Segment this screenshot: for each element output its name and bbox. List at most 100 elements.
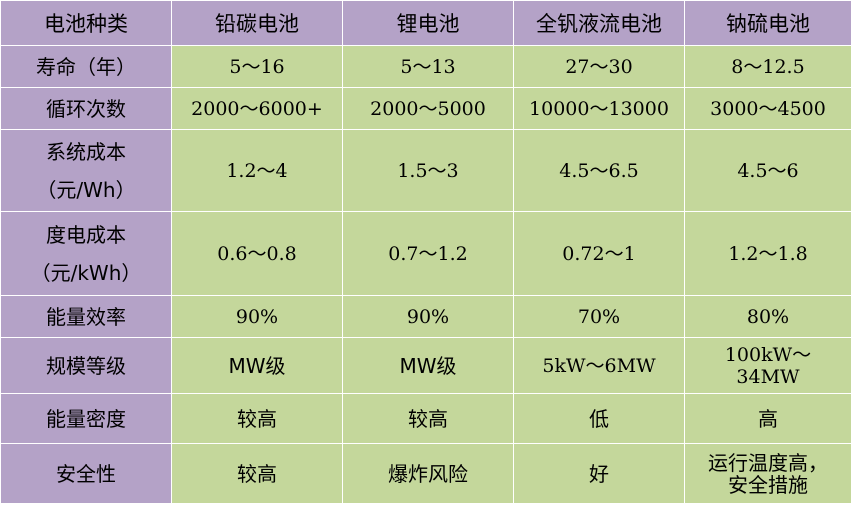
cell-text: 4.5～6 <box>737 159 799 182</box>
cell-text: 5～16 <box>229 55 285 78</box>
cell-text: 70% <box>577 305 621 328</box>
table-body: 寿命（年） 5～16 5～13 27～30 8～12.5 循环次数 2000～6000+ 20… <box>0 45 852 504</box>
table-cell[interactable]: 70% <box>513 295 685 338</box>
cell-text: 0.6～0.8 <box>217 242 297 265</box>
table-cell[interactable]: MW级 <box>171 337 343 394</box>
table-cell[interactable]: 8～12.5 <box>684 45 852 88</box>
cell-text: 5～13 <box>400 55 456 78</box>
table-cell[interactable]: 较高 <box>171 393 343 444</box>
cell-text: MW级 <box>399 353 457 378</box>
cell-text: MW级 <box>228 353 286 378</box>
cell-text: 34MW <box>736 365 800 388</box>
row-label-cell[interactable]: 度电成本 （元/kWh） <box>0 211 172 296</box>
table-cell[interactable]: 4.5～6 <box>684 129 852 212</box>
cell-text: 较高 <box>237 461 277 486</box>
table-row: 度电成本 （元/kWh） 0.6～0.8 0.7～1.2 0.72～1 1.2～1.8 <box>0 211 852 296</box>
table-cell[interactable]: 90% <box>171 295 343 338</box>
header-cell-lithium[interactable]: 锂电池 <box>342 0 514 46</box>
cell-text: 27～30 <box>565 55 633 78</box>
row-label-text: 能量效率 <box>46 304 126 329</box>
table-cell[interactable]: 80% <box>684 295 852 338</box>
cell-text: 低 <box>589 406 609 431</box>
table-cell[interactable]: 27～30 <box>513 45 685 88</box>
table-row: 寿命（年） 5～16 5～13 27～30 8～12.5 <box>0 45 852 88</box>
battery-comparison-table: 电池种类 铅碳电池 锂电池 全钒液流电池 钠硫电池 寿命（年） 5～16 5～13 2… <box>0 0 852 504</box>
cell-text: 100kW～ <box>724 343 812 366</box>
table-cell[interactable]: 90% <box>342 295 514 338</box>
table-cell[interactable]: 0.7～1.2 <box>342 211 514 296</box>
table-cell[interactable]: 爆炸风险 <box>342 443 514 504</box>
table-cell[interactable]: 3000～4500 <box>684 87 852 130</box>
table-row: 循环次数 2000～6000+ 2000～5000 10000～13000 3000～4… <box>0 87 852 130</box>
row-label-cell[interactable]: 系统成本 （元/Wh） <box>0 129 172 212</box>
cell-text: 90% <box>235 305 279 328</box>
table-cell[interactable]: 4.5～6.5 <box>513 129 685 212</box>
cell-text: 较高 <box>237 406 277 431</box>
cell-text: 3000～4500 <box>710 97 826 120</box>
row-label-text: 寿命（年） <box>36 54 136 79</box>
cell-text: 0.72～1 <box>562 242 636 265</box>
table-cell[interactable]: 5～13 <box>342 45 514 88</box>
table-cell[interactable]: 2000～5000 <box>342 87 514 130</box>
cell-text: 8～12.5 <box>731 55 805 78</box>
cell-text: 运行温度高， <box>708 450 828 475</box>
cell-text: 0.7～1.2 <box>388 242 468 265</box>
table-cell[interactable]: 运行温度高， 安全措施 <box>684 443 852 504</box>
row-label-text: 系统成本 <box>46 139 126 164</box>
table-cell[interactable]: 1.5～3 <box>342 129 514 212</box>
cell-text: 1.2～4 <box>226 159 288 182</box>
table-row: 系统成本 （元/Wh） 1.2～4 1.5～3 4.5～6.5 4.5～6 <box>0 129 852 212</box>
header-cell-category[interactable]: 电池种类 <box>0 0 172 46</box>
header-cell-vanadium-flow[interactable]: 全钒液流电池 <box>513 0 685 46</box>
table-cell[interactable]: 10000～13000 <box>513 87 685 130</box>
table-cell[interactable]: 高 <box>684 393 852 444</box>
cell-text: 5kW～6MW <box>542 354 656 377</box>
row-label-text: 安全性 <box>56 461 116 486</box>
row-label-text: 规模等级 <box>46 353 126 378</box>
table-cell[interactable]: 较高 <box>342 393 514 444</box>
cell-text: 较高 <box>408 406 448 431</box>
row-label-text: 循环次数 <box>46 96 126 121</box>
table-cell[interactable]: 1.2～4 <box>171 129 343 212</box>
table-row: 能量密度 较高 较高 低 高 <box>0 393 852 444</box>
cell-text: 安全措施 <box>728 472 808 497</box>
cell-text: 4.5～6.5 <box>559 159 639 182</box>
header-cell-lead-carbon[interactable]: 铅碳电池 <box>171 0 343 46</box>
row-label-text: （元/kWh） <box>30 260 142 285</box>
row-label-cell[interactable]: 能量密度 <box>0 393 172 444</box>
table-cell[interactable]: 1.2～1.8 <box>684 211 852 296</box>
row-label-cell[interactable]: 寿命（年） <box>0 45 172 88</box>
cell-text: 2000～5000 <box>370 97 486 120</box>
row-label-cell[interactable]: 规模等级 <box>0 337 172 394</box>
cell-text: 90% <box>406 305 450 328</box>
table-row: 规模等级 MW级 MW级 5kW～6MW 100kW～ 34MW <box>0 337 852 394</box>
cell-text: 1.2～1.8 <box>728 242 808 265</box>
table-cell[interactable]: MW级 <box>342 337 514 394</box>
row-label-text: （元/Wh） <box>36 177 136 202</box>
header-row: 电池种类 铅碳电池 锂电池 全钒液流电池 钠硫电池 <box>0 0 852 46</box>
table-row: 安全性 较高 爆炸风险 好 运行温度高， 安全措施 <box>0 443 852 504</box>
cell-text: 10000～13000 <box>529 97 669 120</box>
row-label-text: 度电成本 <box>46 222 126 247</box>
table-cell[interactable]: 0.72～1 <box>513 211 685 296</box>
cell-text: 高 <box>758 406 778 431</box>
table-cell[interactable]: 2000～6000+ <box>171 87 343 130</box>
table-cell[interactable]: 100kW～ 34MW <box>684 337 852 394</box>
row-label-cell[interactable]: 能量效率 <box>0 295 172 338</box>
table-cell[interactable]: 好 <box>513 443 685 504</box>
header-cell-sodium-sulfur[interactable]: 钠硫电池 <box>684 0 852 46</box>
row-label-cell[interactable]: 安全性 <box>0 443 172 504</box>
table-cell[interactable]: 5～16 <box>171 45 343 88</box>
row-label-text: 能量密度 <box>46 406 126 431</box>
sheet-bottom-edge <box>0 513 853 519</box>
table-cell[interactable]: 0.6～0.8 <box>171 211 343 296</box>
cell-text: 爆炸风险 <box>388 461 468 486</box>
table-cell[interactable]: 较高 <box>171 443 343 504</box>
table-cell[interactable]: 5kW～6MW <box>513 337 685 394</box>
cell-text: 好 <box>589 461 609 486</box>
cell-text: 2000～6000+ <box>191 97 323 120</box>
table-cell[interactable]: 低 <box>513 393 685 444</box>
cell-text: 1.5～3 <box>397 159 459 182</box>
row-label-cell[interactable]: 循环次数 <box>0 87 172 130</box>
